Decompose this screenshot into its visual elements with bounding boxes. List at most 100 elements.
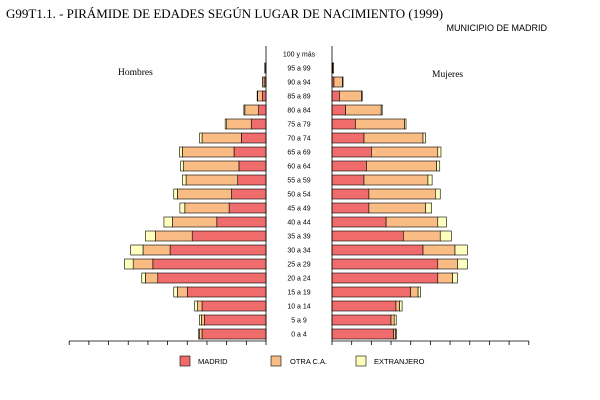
bar-mujeres-extranjero-9 bbox=[427, 174, 433, 186]
bar-hombres-madrid-11 bbox=[228, 202, 267, 214]
bar-mujeres-madrid-4 bbox=[331, 104, 346, 116]
age-label: 95 a 99 bbox=[287, 66, 310, 73]
bar-mujeres-madrid-15 bbox=[331, 258, 439, 270]
bar-hombres-otra-c-a-1 bbox=[264, 62, 266, 74]
bar-hombres-otra-c-a-10 bbox=[177, 188, 232, 200]
bar-mujeres-otra-c-a-14 bbox=[422, 244, 456, 256]
legend-swatch-0 bbox=[179, 355, 191, 367]
age-label: 35 a 39 bbox=[287, 234, 310, 241]
bar-mujeres-otra-c-a-15 bbox=[437, 258, 458, 270]
bar-hombres-madrid-4 bbox=[258, 104, 267, 116]
legend-label-0: MADRID bbox=[198, 357, 228, 366]
bar-hombres-otra-c-a-9 bbox=[185, 174, 239, 186]
side-label-left: Hombres bbox=[118, 68, 153, 78]
bar-hombres-otra-c-a-11 bbox=[184, 202, 230, 214]
age-label: 55 a 59 bbox=[287, 178, 310, 185]
age-label: 50 a 54 bbox=[287, 192, 310, 199]
bar-hombres-otra-c-a-20 bbox=[199, 328, 203, 340]
bar-mujeres-otra-c-a-4 bbox=[345, 104, 382, 116]
bar-mujeres-extranjero-7 bbox=[437, 146, 442, 158]
legend: MADRID OTRA C.A. EXTRANJERO bbox=[179, 355, 425, 367]
bar-mujeres-extranjero-19 bbox=[393, 314, 397, 326]
bar-hombres-otra-c-a-8 bbox=[183, 160, 240, 172]
bar-mujeres-otra-c-a-17 bbox=[410, 286, 419, 298]
bar-mujeres-extranjero-5 bbox=[404, 118, 407, 130]
bar-hombres-madrid-10 bbox=[231, 188, 267, 200]
bar-hombres-madrid-13 bbox=[191, 230, 267, 242]
bar-hombres-madrid-3 bbox=[262, 90, 267, 102]
x-axis bbox=[68, 340, 530, 345]
bar-mujeres-otra-c-a-2 bbox=[333, 76, 343, 88]
bar-mujeres-otra-c-a-12 bbox=[385, 216, 439, 228]
bar-mujeres-otra-c-a-11 bbox=[368, 202, 426, 214]
bar-mujeres-otra-c-a-18 bbox=[395, 300, 400, 312]
bar-mujeres-otra-c-a-7 bbox=[371, 146, 439, 158]
legend-swatch-2 bbox=[355, 355, 367, 367]
bar-hombres-extranjero-17 bbox=[173, 286, 178, 298]
bar-hombres-madrid-15 bbox=[152, 258, 267, 270]
bar-mujeres-extranjero-6 bbox=[422, 132, 426, 144]
bars-group bbox=[124, 62, 468, 340]
bar-hombres-extranjero-15 bbox=[124, 258, 134, 270]
bar-mujeres-otra-c-a-1 bbox=[332, 62, 335, 74]
bar-hombres-otra-c-a-18 bbox=[197, 300, 203, 312]
bar-mujeres-extranjero-14 bbox=[454, 244, 468, 256]
bar-hombres-otra-c-a-14 bbox=[142, 244, 171, 256]
bar-mujeres-madrid-6 bbox=[331, 132, 365, 144]
bar-mujeres-otra-c-a-9 bbox=[363, 174, 429, 186]
bar-hombres-extranjero-14 bbox=[130, 244, 144, 256]
bar-hombres-madrid-16 bbox=[157, 272, 267, 284]
age-label: 15 a 19 bbox=[287, 290, 310, 297]
bar-hombres-madrid-14 bbox=[169, 244, 267, 256]
bar-mujeres-extranjero-12 bbox=[437, 216, 447, 228]
bar-mujeres-madrid-7 bbox=[331, 146, 372, 158]
bar-mujeres-extranjero-16 bbox=[452, 272, 458, 284]
bar-hombres-otra-c-a-19 bbox=[201, 314, 205, 326]
age-label: 100 y más bbox=[283, 52, 316, 59]
bar-mujeres-otra-c-a-8 bbox=[366, 160, 437, 172]
bar-mujeres-extranjero-4 bbox=[380, 104, 383, 116]
bar-mujeres-madrid-10 bbox=[331, 188, 370, 200]
age-label: 85 a 89 bbox=[287, 94, 310, 101]
bar-mujeres-otra-c-a-10 bbox=[368, 188, 436, 200]
bar-hombres-madrid-6 bbox=[241, 132, 267, 144]
bar-hombres-madrid-12 bbox=[216, 216, 267, 228]
bar-mujeres-otra-c-a-13 bbox=[403, 230, 441, 242]
age-label: 0 a 4 bbox=[291, 332, 307, 339]
bar-hombres-otra-c-a-12 bbox=[172, 216, 218, 228]
bar-mujeres-madrid-18 bbox=[331, 300, 397, 312]
bar-mujeres-otra-c-a-5 bbox=[355, 118, 405, 130]
bar-hombres-extranjero-19 bbox=[199, 314, 202, 326]
bar-hombres-otra-c-a-4 bbox=[244, 104, 259, 116]
bar-mujeres-madrid-5 bbox=[331, 118, 356, 130]
bar-mujeres-extranjero-18 bbox=[399, 300, 403, 312]
bar-hombres-madrid-17 bbox=[186, 286, 267, 298]
legend-label-1: OTRA C.A. bbox=[290, 357, 327, 366]
bar-hombres-madrid-18 bbox=[201, 300, 267, 312]
bar-hombres-otra-c-a-6 bbox=[201, 132, 242, 144]
bar-hombres-extranjero-13 bbox=[145, 230, 156, 242]
legend-swatch-1 bbox=[270, 355, 282, 367]
bar-hombres-extranjero-20 bbox=[198, 328, 200, 340]
age-label: 10 a 14 bbox=[287, 304, 310, 311]
bar-hombres-madrid-19 bbox=[204, 314, 267, 326]
chart-title: G99T1.1. - PIRÁMIDE DE EDADES SEGÚN LUGA… bbox=[6, 6, 444, 21]
age-label: 65 a 69 bbox=[287, 150, 310, 157]
bar-mujeres-madrid-19 bbox=[331, 314, 392, 326]
bar-hombres-madrid-20 bbox=[201, 328, 267, 340]
bar-mujeres-madrid-14 bbox=[331, 244, 424, 256]
age-label: 20 a 24 bbox=[287, 276, 310, 283]
legend-label-2: EXTRANJERO bbox=[374, 357, 425, 366]
age-label: 90 a 94 bbox=[287, 80, 310, 87]
bar-hombres-extranjero-7 bbox=[179, 146, 183, 158]
bar-mujeres-madrid-8 bbox=[331, 160, 367, 172]
bar-mujeres-extranjero-17 bbox=[417, 286, 421, 298]
bar-mujeres-madrid-17 bbox=[331, 286, 412, 298]
bar-mujeres-madrid-20 bbox=[331, 328, 394, 340]
age-label: 75 a 79 bbox=[287, 122, 310, 129]
bar-mujeres-extranjero-20 bbox=[395, 328, 397, 340]
age-label: 80 a 84 bbox=[287, 108, 310, 115]
bar-hombres-extranjero-18 bbox=[194, 300, 198, 312]
bar-hombres-extranjero-5 bbox=[224, 118, 227, 130]
bar-mujeres-otra-c-a-16 bbox=[437, 272, 453, 284]
